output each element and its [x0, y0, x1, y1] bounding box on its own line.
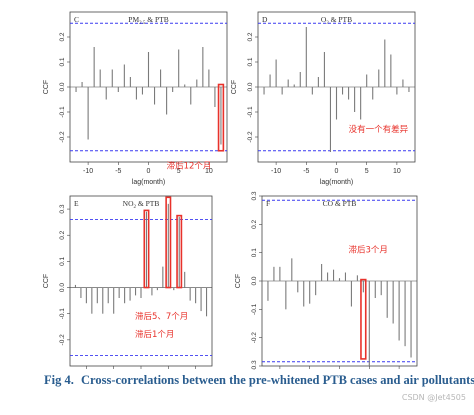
panel-title-rest: & PTB	[145, 15, 168, 24]
x-axis-label: lag(month)	[132, 179, 165, 186]
y-tick-label: 0.1	[59, 256, 66, 265]
y-tick-label: 0.1	[251, 248, 258, 257]
panel-title: PM2.5 & PTB	[128, 15, 168, 26]
figure-canvas: C PM2.5 & PTB -0.2 -0.1 0.0 0.1 0.2 -10 -5 0 5 10 la…	[43, 11, 418, 390]
y-tick-label: -0.2	[251, 332, 258, 344]
y-tick-label: -0.1	[247, 106, 254, 118]
y-tick-label: 0.0	[59, 82, 66, 91]
y-tick-label: -0.2	[247, 131, 254, 143]
panel-title-rest: & PTB	[136, 199, 159, 208]
y-axis-label: CCF	[43, 80, 50, 94]
x-tick-label: 5	[365, 168, 369, 175]
x-tick-label: -5	[115, 168, 121, 175]
panel-title: CO & PTB	[323, 199, 357, 208]
panel-title-main: PM	[128, 15, 139, 24]
highlight-box	[165, 196, 172, 289]
panel-letter: E	[74, 199, 79, 208]
panel-title-main: NO	[123, 199, 134, 208]
plot-frame	[69, 195, 213, 367]
y-tick-label: 0.0	[251, 276, 258, 285]
y-tick-label: -0.2	[59, 131, 66, 143]
y-tick-label: -0.1	[251, 303, 258, 315]
panel-title: O3 & PTB	[321, 15, 352, 26]
x-tick-label: 5	[177, 168, 181, 175]
x-tick-label: -10	[83, 168, 93, 175]
y-tick-label: -0.1	[59, 308, 66, 320]
x-tick-label: 10	[393, 168, 401, 175]
y-tick-label: -0.2	[59, 334, 66, 346]
panel-f: FCO & PTB-0.3-0.2-0.10.00.10.20.3-10-505…	[235, 191, 418, 390]
y-tick-label: 0.3	[59, 204, 66, 213]
panel-letter: C	[74, 15, 79, 24]
annotation-text: 滞后3个月	[348, 245, 387, 256]
annotation-text: 没有一个有差异	[349, 124, 409, 135]
panel-title-sub: 2	[134, 205, 137, 210]
y-tick-label: -0.1	[59, 106, 66, 118]
x-tick-label: -10	[271, 168, 281, 175]
y-tick-label: 0.0	[247, 82, 254, 91]
panel-title: NO2 & PTB	[123, 199, 160, 210]
panel-title-sub: 3	[326, 21, 329, 26]
caption-text: Cross-correlations between the pre-white…	[80, 373, 474, 387]
panel-title-rest: & PTB	[333, 199, 356, 208]
y-tick-label: 0.2	[251, 219, 258, 228]
y-axis-label: CCF	[235, 274, 242, 288]
y-axis-label: CCF	[43, 274, 50, 288]
x-tick-label: 0	[147, 168, 151, 175]
y-tick-label: -0.3	[251, 360, 258, 370]
y-tick-label: 0.2	[59, 230, 66, 239]
panel-title-main: CO	[323, 199, 334, 208]
highlight-box	[217, 83, 225, 152]
y-tick-label: 0.3	[251, 191, 258, 200]
y-tick-label: 0.1	[59, 57, 66, 66]
y-axis-label: CCF	[231, 80, 238, 94]
highlight-box	[176, 214, 183, 289]
annotation-text: 滞后1个月	[135, 329, 174, 340]
annotation-text: 滞后5、7个月	[135, 311, 188, 322]
annotation-text: 滞后12个月	[167, 160, 212, 171]
panel-title-main: O	[321, 15, 327, 24]
x-tick-label: 0	[335, 168, 339, 175]
y-tick-label: 0.1	[247, 57, 254, 66]
panel-letter: F	[266, 199, 270, 208]
y-tick-label: 0.0	[59, 283, 66, 292]
y-tick-label: 0.2	[59, 32, 66, 41]
caption-label: Fig 4.	[44, 373, 74, 387]
watermark: CSDN @Jet4505	[401, 393, 466, 402]
x-tick-label: 10	[205, 168, 213, 175]
highlight-box	[143, 209, 150, 289]
x-tick-label: -5	[303, 168, 309, 175]
panel-title-rest: & PTB	[329, 15, 352, 24]
x-axis-label: lag(month)	[320, 179, 353, 186]
figure-caption: Fig 4. Cross-correlations between the pr…	[44, 373, 474, 388]
panel-d: D O3 & PTB -0.2 -0.1 0.0 0.1 0.2 -10 -5 0 5 10 lag(m…	[231, 11, 416, 186]
panel-letter: D	[262, 15, 268, 24]
highlight-box	[360, 278, 367, 360]
panel-c: C PM2.5 & PTB -0.2 -0.1 0.0 0.1 0.2 -10 -5 0 5 10 la…	[43, 11, 228, 186]
y-tick-label: 0.2	[247, 32, 254, 41]
